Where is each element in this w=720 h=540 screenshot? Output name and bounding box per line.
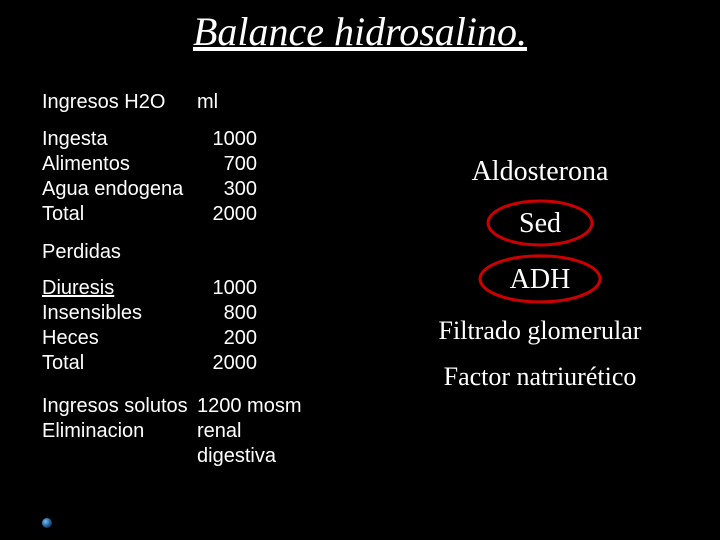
row-label: Alimentos	[42, 152, 197, 177]
row-value: digestiva	[197, 444, 317, 469]
row-value: 700	[197, 152, 257, 177]
intake-row: Alimentos 700	[42, 152, 342, 177]
factor-filtrado: Filtrado glomerular	[390, 316, 690, 346]
right-factors-column: Aldosterona Sed ADH Filtrado glomerular …	[390, 140, 690, 408]
row-value: 300	[197, 177, 257, 202]
solutes-row: Eliminacion renal	[42, 419, 342, 444]
row-value: 800	[197, 301, 257, 326]
row-label: Ingresos solutos	[42, 394, 197, 419]
row-label	[42, 444, 197, 469]
row-value: 1000	[197, 127, 257, 152]
solutes-row: digestiva	[42, 444, 342, 469]
factor-sed: Sed	[390, 204, 690, 244]
row-label: Heces	[42, 326, 197, 351]
row-value: 1200 mosm	[197, 394, 317, 419]
row-label: Agua endogena	[42, 177, 197, 202]
intake-header: Ingresos H2O ml	[42, 90, 342, 115]
row-label: Ingesta	[42, 127, 197, 152]
row-value: renal	[197, 419, 317, 444]
row-label: Diuresis	[42, 276, 197, 301]
factor-adh: ADH	[390, 260, 690, 300]
loss-row: Diuresis 1000	[42, 276, 342, 301]
row-value: 2000	[197, 202, 257, 227]
losses-header: Perdidas	[42, 241, 342, 264]
factor-aldosterona: Aldosterona	[390, 156, 690, 188]
row-label: Eliminacion	[42, 419, 197, 444]
factor-label: Sed	[519, 208, 561, 239]
loss-row: Total 2000	[42, 351, 342, 376]
intake-row: Agua endogena 300	[42, 177, 342, 202]
loss-row: Heces 200	[42, 326, 342, 351]
loss-row: Insensibles 800	[42, 301, 342, 326]
intake-header-unit: ml	[197, 90, 257, 115]
factor-natriuretico: Factor natriurético	[390, 362, 690, 392]
left-data-column: Ingresos H2O ml Ingesta 1000 Alimentos 7…	[42, 76, 342, 469]
row-label: Insensibles	[42, 301, 197, 326]
bullet-dot-icon	[42, 518, 52, 528]
slide-title: Balance hidrosalino.	[0, 8, 720, 55]
solutes-row: Ingresos solutos 1200 mosm	[42, 394, 342, 419]
intake-row: Total 2000	[42, 202, 342, 227]
row-label: Total	[42, 351, 197, 376]
row-value: 200	[197, 326, 257, 351]
row-value: 1000	[197, 276, 257, 301]
row-label: Total	[42, 202, 197, 227]
factor-label: ADH	[510, 264, 571, 295]
intake-header-label: Ingresos H2O	[42, 90, 197, 115]
row-value: 2000	[197, 351, 257, 376]
intake-row: Ingesta 1000	[42, 127, 342, 152]
